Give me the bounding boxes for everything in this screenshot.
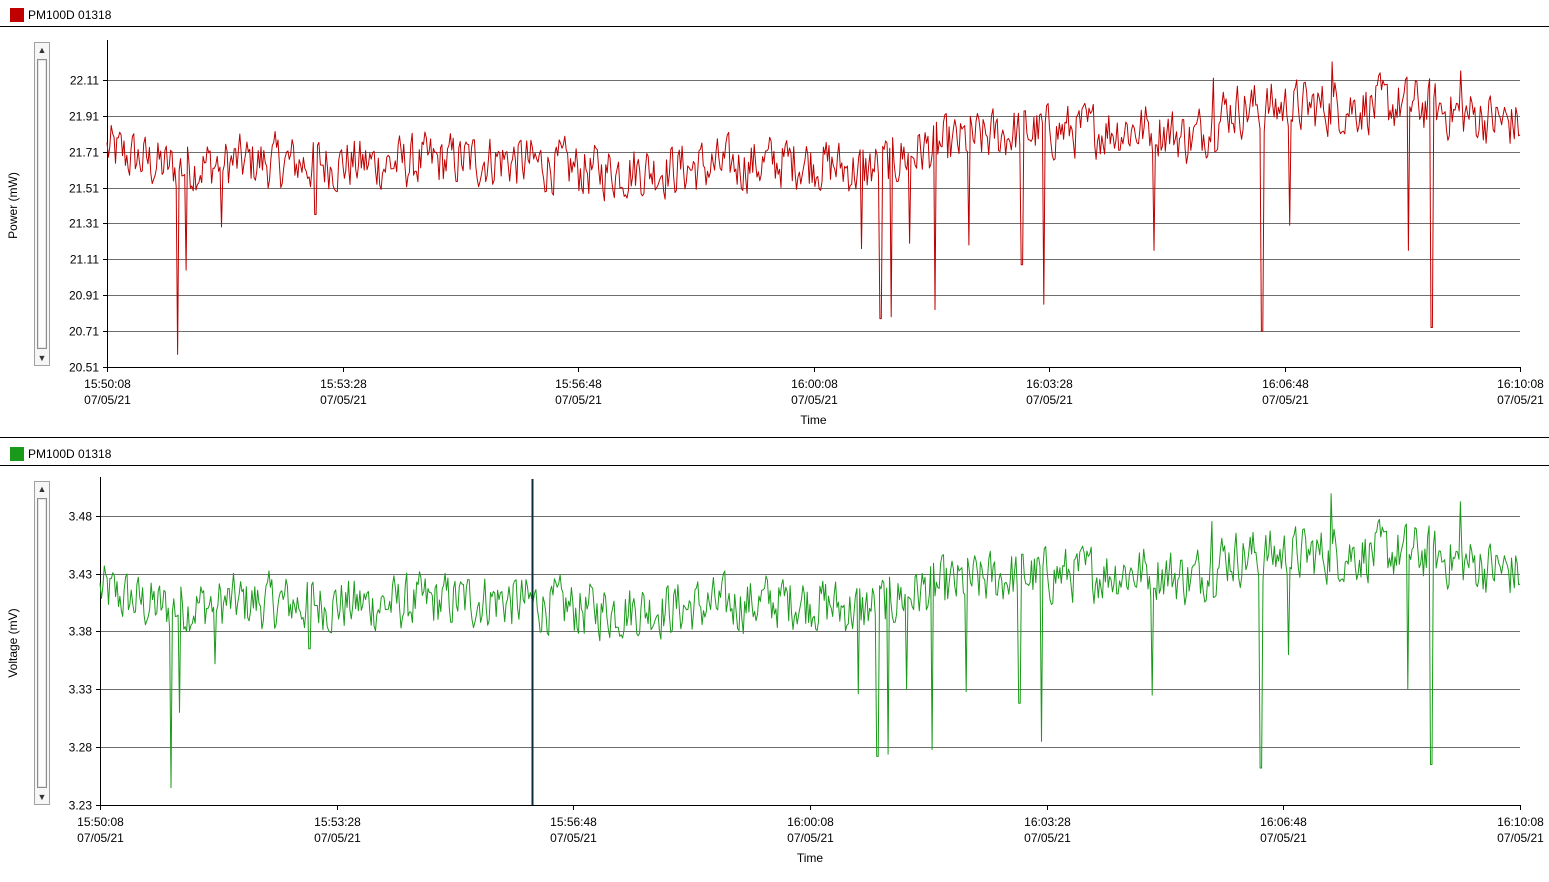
triangle-down-icon[interactable]: ▼ <box>37 792 47 802</box>
x-tick-date-label: 07/05/21 <box>84 393 131 407</box>
x-tick-date-label: 07/05/21 <box>555 393 602 407</box>
series-line <box>106 61 1521 355</box>
voltage-scroll-thumb[interactable] <box>37 498 47 788</box>
y-tick-label: 20.91 <box>69 289 99 303</box>
power-chart[interactable]: 20.51 20.71 20.91 21.11 21.31 21.51 21.71 21.91… <box>0 0 1549 437</box>
x-tick-date-label: 07/05/21 <box>1497 393 1544 407</box>
y-tick-label: 22.11 <box>70 74 99 88</box>
y-tick-label: 20.51 <box>69 361 99 375</box>
panel-divider <box>0 437 1549 438</box>
x-tick-date-label: 07/05/21 <box>314 831 361 845</box>
y-tick-label: 21.11 <box>70 253 99 267</box>
y-tick-label: 21.51 <box>69 182 99 196</box>
y-axis-label: Power (mW) <box>6 172 20 239</box>
x-tick-time-label: 16:10:08 <box>1497 377 1544 391</box>
power-legend-swatch[interactable] <box>10 8 24 22</box>
x-tick-time-label: 15:53:28 <box>314 815 361 829</box>
y-tick-label: 3.23 <box>69 799 93 813</box>
power-panel-title: PM100D 01318 <box>28 8 112 22</box>
triangle-up-icon[interactable]: ▲ <box>37 484 47 494</box>
x-tick-time-label: 16:03:28 <box>1024 815 1071 829</box>
x-tick-time-label: 15:50:08 <box>77 815 124 829</box>
y-tick-label: 3.38 <box>69 625 93 639</box>
y-tick-label: 20.71 <box>69 325 99 339</box>
x-tick-time-label: 16:00:08 <box>787 815 834 829</box>
x-tick-date-label: 07/05/21 <box>1262 393 1309 407</box>
x-tick-date-label: 07/05/21 <box>787 831 834 845</box>
x-axis-label: Time <box>800 413 827 427</box>
x-tick-date-label: 07/05/21 <box>1260 831 1307 845</box>
y-tick-label: 21.71 <box>69 146 99 160</box>
voltage-panel: PM100D 01318 ▲ ▼ 3.23 3.28 3.33 3.38 3.43 3.4… <box>0 439 1549 882</box>
x-tick-time-label: 16:10:08 <box>1497 815 1544 829</box>
y-tick-label: 21.91 <box>69 110 99 124</box>
series-line <box>99 493 1521 789</box>
x-tick-time-label: 16:00:08 <box>791 377 838 391</box>
power-scrollbar[interactable]: ▲ ▼ <box>34 42 50 366</box>
x-tick-date-label: 07/05/21 <box>1026 393 1073 407</box>
voltage-panel-title: PM100D 01318 <box>28 447 112 461</box>
x-tick-time-label: 16:03:28 <box>1026 377 1073 391</box>
x-tick-time-label: 15:53:28 <box>320 377 367 391</box>
triangle-down-icon[interactable]: ▼ <box>37 353 47 363</box>
voltage-panel-header: PM100D 01318 <box>0 439 1549 466</box>
x-tick-time-label: 16:06:48 <box>1260 815 1307 829</box>
x-tick-time-label: 15:56:48 <box>550 815 597 829</box>
x-tick-time-label: 15:50:08 <box>84 377 131 391</box>
y-axis-label: Voltage (mV) <box>6 608 20 677</box>
voltage-legend-swatch[interactable] <box>10 447 24 461</box>
y-tick-label: 3.33 <box>69 683 93 697</box>
power-panel-header: PM100D 01318 <box>0 0 1549 27</box>
voltage-scrollbar[interactable]: ▲ ▼ <box>34 481 50 805</box>
x-tick-time-label: 16:06:48 <box>1262 377 1309 391</box>
x-tick-time-label: 15:56:48 <box>555 377 602 391</box>
y-tick-label: 3.28 <box>69 741 93 755</box>
x-tick-date-label: 07/05/21 <box>550 831 597 845</box>
y-tick-label: 3.43 <box>69 568 93 582</box>
y-tick-label: 3.48 <box>69 510 93 524</box>
x-axis-label: Time <box>797 851 824 865</box>
x-tick-date-label: 07/05/21 <box>320 393 367 407</box>
power-panel: PM100D 01318 ▲ ▼ 20.51 20.71 20.91 21.11 21.… <box>0 0 1549 437</box>
power-scroll-thumb[interactable] <box>37 59 47 349</box>
triangle-up-icon[interactable]: ▲ <box>37 45 47 55</box>
x-tick-date-label: 07/05/21 <box>791 393 838 407</box>
x-tick-date-label: 07/05/21 <box>1497 831 1544 845</box>
y-tick-label: 21.31 <box>69 217 99 231</box>
x-tick-date-label: 07/05/21 <box>1024 831 1071 845</box>
voltage-chart[interactable]: 3.23 3.28 3.33 3.38 3.43 3.48 15:50:08 07/05/21… <box>0 439 1549 882</box>
x-tick-date-label: 07/05/21 <box>77 831 124 845</box>
